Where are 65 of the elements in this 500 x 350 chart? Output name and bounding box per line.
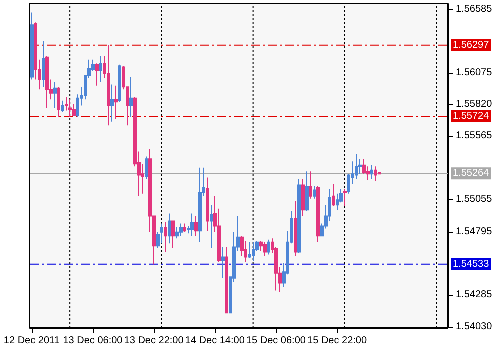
candlestick (95, 63, 99, 86)
candlestick (194, 216, 198, 237)
candlestick (336, 193, 339, 211)
candlestick (190, 213, 194, 237)
candlestick (183, 223, 186, 233)
candlestick (316, 186, 320, 243)
candlestick (107, 44, 110, 126)
y-tick-label: 1.55820 (456, 99, 493, 110)
candlestick (168, 213, 171, 244)
ref-line-label: 1.55264 (453, 168, 490, 180)
y-tick-label: 1.55055 (456, 194, 493, 206)
candlestick (248, 242, 251, 259)
candlestick (164, 222, 167, 253)
candlestick (332, 184, 335, 207)
candlestick (57, 86, 60, 118)
x-tick-label: 12 Dec 2011 (4, 336, 60, 346)
candlestick (225, 246, 228, 314)
candlestick (305, 171, 309, 212)
candlestick (294, 200, 297, 256)
candlestick (171, 220, 175, 250)
candlestick (221, 246, 225, 279)
candlestick (129, 76, 133, 118)
candlestick (370, 164, 373, 180)
candlestick (99, 56, 102, 83)
candlestick (210, 204, 213, 250)
y-tick-label: 1.54030 (456, 321, 493, 332)
x-tick-label: 15 Dec 22:00 (308, 336, 368, 346)
candlestick (61, 100, 64, 112)
candlestick (175, 226, 179, 240)
x-tick-label: 14 Dec 14:00 (185, 336, 246, 346)
y-tick-label: 1.54795 (456, 226, 493, 238)
candlestick (313, 186, 316, 200)
candlestick (68, 99, 72, 118)
candlestick (343, 188, 347, 207)
candlestick (114, 85, 118, 120)
candlestick (198, 167, 202, 243)
candlestick (118, 64, 121, 103)
candlestick (160, 223, 163, 244)
candlestick (374, 166, 377, 182)
candlestick (206, 177, 209, 232)
ref-line-label: 1.54533 (453, 258, 490, 270)
x-tick-label: 15 Dec 06:00 (246, 336, 306, 346)
candlestick (45, 56, 49, 109)
candlestick (263, 242, 267, 256)
candlestick (42, 40, 45, 88)
x-tick-label: 13 Dec 06:00 (63, 336, 124, 346)
ref-line-label: 1.56297 (453, 40, 490, 51)
y-tick-label: 1.55565 (456, 130, 493, 142)
ref-line-label: 1.55724 (453, 110, 490, 122)
candlestick (179, 223, 183, 237)
candlestick (301, 178, 305, 217)
candlestick (259, 240, 263, 252)
candlestick (145, 156, 148, 180)
candlestick (252, 242, 255, 262)
candlestick (267, 239, 270, 256)
candlestick (297, 178, 301, 254)
y-tick-label: 1.54285 (456, 290, 493, 301)
candlestick (53, 82, 57, 109)
candlestick (309, 171, 312, 200)
x-tick-label: 13 Dec 22:00 (124, 336, 184, 346)
candlestick (110, 84, 114, 122)
candlestick (355, 154, 358, 180)
y-tick-label: 1.56075 (456, 67, 493, 78)
y-tick-label: 1.56585 (456, 4, 493, 16)
candlestick (30, 12, 34, 80)
